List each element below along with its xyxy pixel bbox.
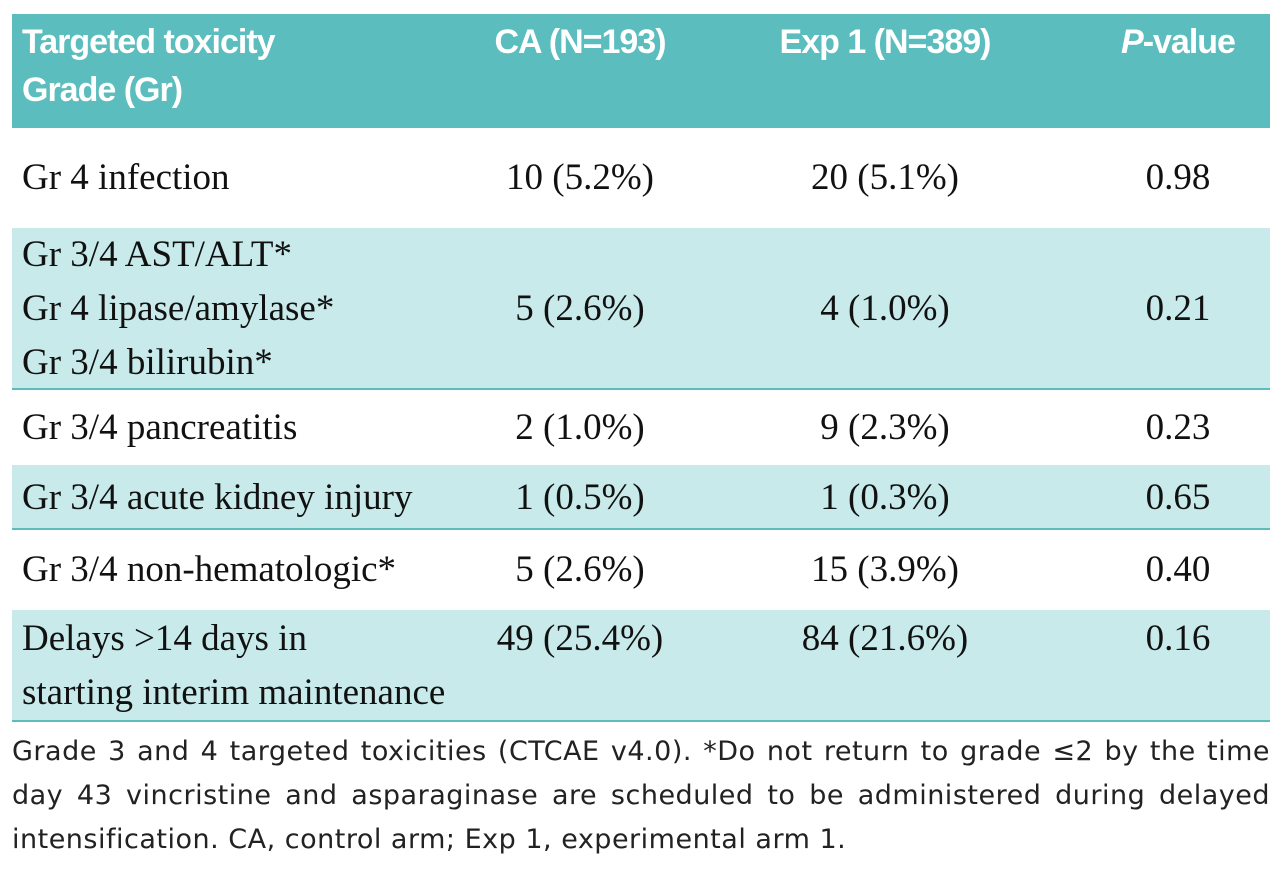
row-label: Gr 3/4 AST/ALT* Gr 4 lipase/amylase* Gr 3/…	[22, 228, 334, 390]
value-cell: 0.16	[1028, 612, 1280, 666]
row-label: Gr 4 infection	[22, 151, 230, 205]
header-cell: CA (N=193)	[430, 18, 730, 66]
label-line: starting interim maintenance	[22, 672, 446, 713]
label-line: Delays >14 days in	[22, 618, 307, 659]
value-cell: 10 (5.2%)	[430, 151, 730, 205]
label-line: Gr 3/4 non-hematologic*	[22, 549, 397, 590]
header-text: CA (N=193)	[494, 23, 666, 61]
value-cell: 15 (3.9%)	[735, 543, 1035, 597]
row-label: Gr 3/4 non-hematologic*	[22, 543, 396, 597]
value-cell: 49 (25.4%)	[430, 612, 730, 666]
table-header	[12, 14, 1270, 128]
value-cell: 5 (2.6%)	[430, 543, 730, 597]
header-text: Exp 1 (N=389)	[779, 23, 992, 61]
value-text: 0.98	[1145, 157, 1211, 198]
value-cell: 1 (0.3%)	[735, 471, 1035, 525]
value-cell: 2 (1.0%)	[430, 401, 730, 455]
footnote: Grade 3 and 4 targeted toxicities (CTCAE…	[12, 736, 1270, 855]
header-cell: Exp 1 (N=389)	[735, 18, 1035, 66]
header-cell: Targeted toxicity Grade (Gr)	[22, 18, 276, 114]
value-text: 10 (5.2%)	[506, 157, 654, 198]
label-line: Gr 4 lipase/amylase*	[22, 288, 335, 329]
label-line: Gr 3/4 acute kidney injury	[22, 476, 413, 518]
value-text: 0.40	[1145, 549, 1211, 590]
value-text: 1 (0.3%)	[820, 476, 950, 518]
value-cell: 0.65	[1028, 471, 1280, 525]
value-text: 0.21	[1145, 288, 1211, 329]
value-cell: 84 (21.6%)	[735, 612, 1035, 666]
table-row	[12, 610, 1270, 722]
value-cell: 5 (2.6%)	[430, 282, 730, 336]
label-line: Gr 3/4 AST/ALT*	[22, 234, 292, 275]
value-cell: 0.40	[1028, 543, 1280, 597]
value-text: 4 (1.0%)	[820, 288, 950, 329]
value-text: 2 (1.0%)	[515, 406, 645, 448]
value-cell: 20 (5.1%)	[735, 151, 1035, 205]
value-text: 9 (2.3%)	[820, 406, 950, 448]
value-cell: 4 (1.0%)	[735, 282, 1035, 336]
value-text: 84 (21.6%)	[801, 618, 969, 659]
header-cell: P-value	[1028, 18, 1280, 66]
value-text: 0.65	[1145, 476, 1211, 518]
value-text: 5 (2.6%)	[515, 288, 645, 329]
label-line: Gr 3/4 bilirubin*	[22, 342, 273, 383]
row-label: Delays >14 days in starting interim maint…	[22, 612, 445, 720]
table-row	[12, 465, 1270, 530]
value-text: 15 (3.9%)	[811, 549, 959, 590]
header-line: Grade (Gr)	[22, 71, 183, 109]
value-text: 20 (5.1%)	[811, 157, 959, 198]
value-cell: 1 (0.5%)	[430, 471, 730, 525]
label-line: Gr 4 infection	[22, 157, 230, 198]
row-label: Gr 3/4 pancreatitis	[22, 401, 297, 455]
value-text: 49 (25.4%)	[496, 618, 664, 659]
value-cell: 0.23	[1028, 401, 1280, 455]
value-text: 0.23	[1145, 406, 1211, 448]
value-cell: 9 (2.3%)	[735, 401, 1035, 455]
table-row	[12, 228, 1270, 390]
row-label: Gr 3/4 acute kidney injury	[22, 471, 412, 525]
header-text: P	[1121, 23, 1144, 61]
header-line: Targeted toxicity	[22, 23, 276, 61]
label-line: Gr 3/4 pancreatitis	[22, 406, 298, 448]
value-text: 5 (2.6%)	[515, 549, 645, 590]
header-text: -value	[1142, 23, 1236, 61]
value-cell: 0.98	[1028, 151, 1280, 205]
value-text: 0.16	[1145, 618, 1211, 659]
value-cell: 0.21	[1028, 282, 1280, 336]
value-text: 1 (0.5%)	[515, 476, 645, 518]
